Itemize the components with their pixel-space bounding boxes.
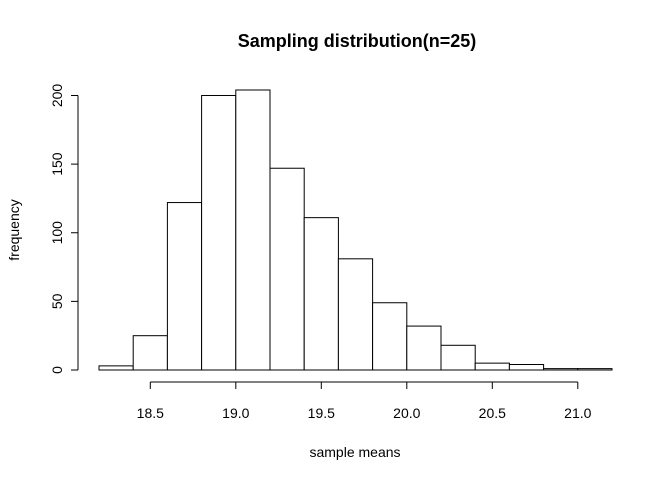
histogram-bar bbox=[406, 325, 442, 371]
y-axis: 0 50 100 150 200 bbox=[49, 84, 79, 374]
histogram-bar bbox=[474, 362, 510, 371]
histogram-bar bbox=[201, 94, 237, 371]
y-tick-label: 100 bbox=[49, 221, 65, 245]
x-tick-label: 19.5 bbox=[308, 405, 335, 421]
x-tick-label: 21.0 bbox=[564, 405, 591, 421]
histogram-bar bbox=[235, 89, 271, 371]
histogram-bar bbox=[577, 368, 613, 371]
y-tick-label: 0 bbox=[49, 366, 65, 374]
x-axis-label: sample means bbox=[309, 444, 400, 460]
x-tick-label: 19.0 bbox=[222, 405, 249, 421]
y-tick-label: 50 bbox=[49, 293, 65, 309]
y-axis-label: frequency bbox=[6, 199, 22, 260]
histogram-bar bbox=[543, 368, 579, 371]
bars-group bbox=[98, 89, 613, 371]
histogram-bar bbox=[166, 202, 203, 371]
x-tick-label: 20.0 bbox=[393, 405, 420, 421]
histogram-bar bbox=[132, 335, 168, 371]
histogram-bar bbox=[303, 217, 339, 371]
histogram-bar bbox=[372, 302, 408, 371]
chart-title: Sampling distribution(n=25) bbox=[238, 31, 477, 51]
histogram-bar bbox=[337, 258, 374, 371]
y-tick-label: 200 bbox=[49, 84, 65, 108]
histogram-bar bbox=[269, 167, 305, 371]
x-axis: 18.5 19.0 19.5 20.0 20.5 21.0 bbox=[137, 381, 592, 421]
histogram-bar bbox=[98, 365, 134, 371]
x-tick-label: 18.5 bbox=[137, 405, 164, 421]
histogram-bar bbox=[440, 344, 476, 371]
histogram-bar bbox=[508, 364, 545, 371]
x-tick-label: 20.5 bbox=[479, 405, 506, 421]
y-tick-label: 150 bbox=[49, 152, 65, 176]
